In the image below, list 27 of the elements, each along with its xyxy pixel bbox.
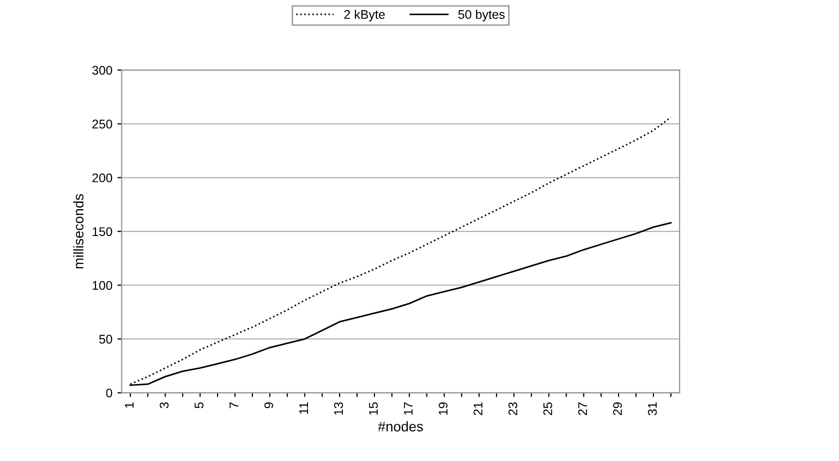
- x-tick-label: 13: [334, 402, 343, 415]
- legend-label: 50 bytes: [458, 10, 505, 22]
- y-tick-label: 250: [92, 120, 112, 129]
- x-tick-label: 19: [438, 402, 448, 415]
- x-axis-title: #nodes: [378, 421, 423, 432]
- x-tick-label: 21: [474, 402, 482, 416]
- x-tick-label: 27: [578, 402, 587, 416]
- x-tick-label: 7: [230, 402, 238, 408]
- x-tick-label: 31: [648, 402, 657, 416]
- x-tick-label: 29: [613, 402, 622, 416]
- y-tick-label: 100: [92, 281, 112, 290]
- y-tick-label: 0: [106, 388, 112, 398]
- x-tick-label: 3: [160, 402, 169, 408]
- x-tick-label: 5: [194, 402, 204, 408]
- y-axis-title: milliseconds: [73, 194, 84, 268]
- x-tick-label: 9: [264, 402, 274, 408]
- y-tick-label: 300: [92, 66, 112, 75]
- y-tick-label: 200: [92, 173, 112, 182]
- x-tick-label: 11: [299, 402, 308, 414]
- x-tick-label: 25: [543, 402, 552, 416]
- x-tick-label: 23: [508, 402, 518, 416]
- y-tick-label: 150: [92, 227, 112, 236]
- x-tick-label: 17: [404, 402, 413, 415]
- x-tick-label: 15: [369, 402, 378, 415]
- legend-label: 2 kByte: [344, 10, 385, 22]
- y-tick-label: 50: [99, 334, 112, 344]
- x-tick-label: 1: [125, 402, 134, 408]
